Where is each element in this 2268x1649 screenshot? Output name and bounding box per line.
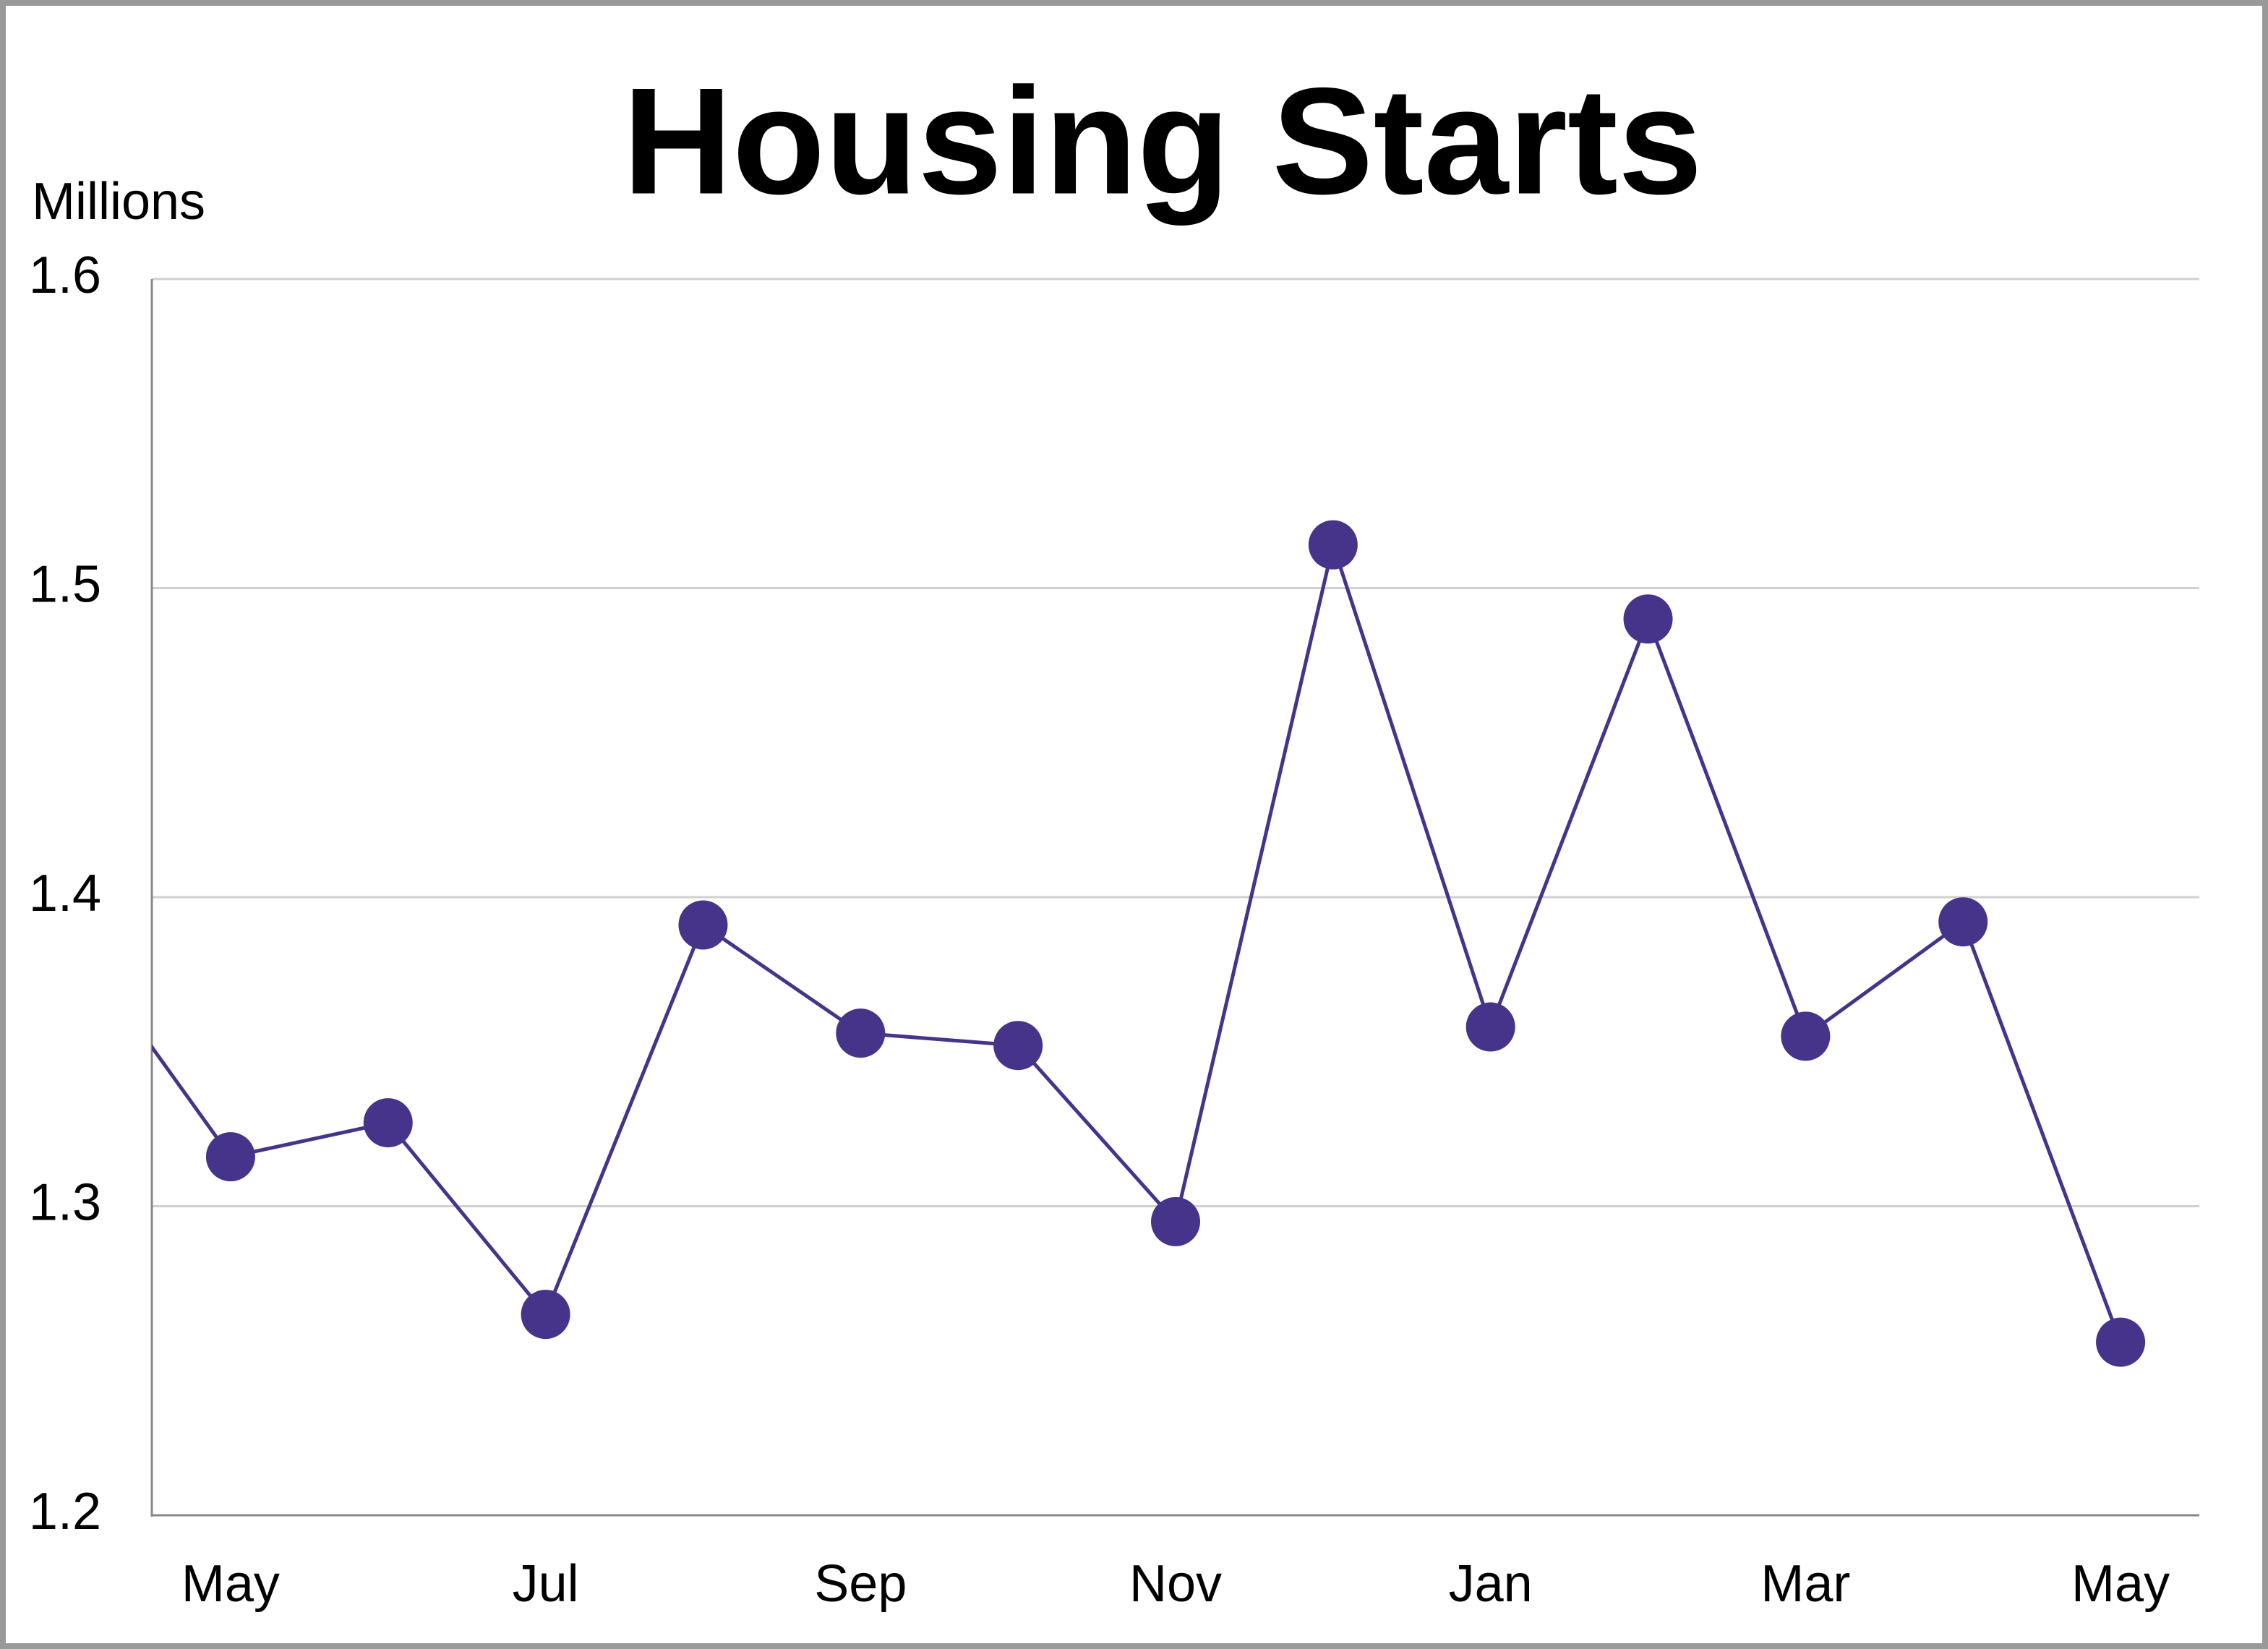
y-axis-label: Millions xyxy=(32,173,205,231)
x-tick-label: Jul xyxy=(513,1555,579,1613)
data-point xyxy=(1623,594,1673,644)
y-tick-label: 1.5 xyxy=(29,556,101,614)
data-point xyxy=(1781,1011,1831,1061)
plot xyxy=(152,520,2146,1367)
data-point xyxy=(993,1021,1043,1071)
y-tick-label: 1.3 xyxy=(29,1174,101,1232)
x-tick-label: Mar xyxy=(1760,1555,1850,1613)
data-point xyxy=(2096,1317,2146,1367)
y-tick-label: 1.4 xyxy=(29,865,101,922)
data-point xyxy=(1465,1002,1515,1052)
data-point xyxy=(205,1132,255,1182)
x-tick-label: Nov xyxy=(1129,1555,1222,1613)
chart-title: Housing Starts xyxy=(622,56,1702,226)
data-point xyxy=(363,1098,413,1148)
x-tick-label: Jan xyxy=(1449,1555,1533,1613)
data-point xyxy=(678,900,728,950)
data-point xyxy=(1308,520,1358,570)
data-point xyxy=(1938,897,1988,947)
series-line xyxy=(152,538,2123,1343)
data-point xyxy=(1151,1196,1200,1246)
x-tick-label: Sep xyxy=(814,1555,907,1613)
y-tick-label: 1.2 xyxy=(29,1483,101,1541)
data-point xyxy=(836,1008,886,1058)
data-point xyxy=(521,1290,570,1340)
y-tick-label: 1.6 xyxy=(29,247,101,304)
x-tick-label: May xyxy=(2071,1555,2170,1613)
x-tick-label: May xyxy=(181,1555,280,1613)
